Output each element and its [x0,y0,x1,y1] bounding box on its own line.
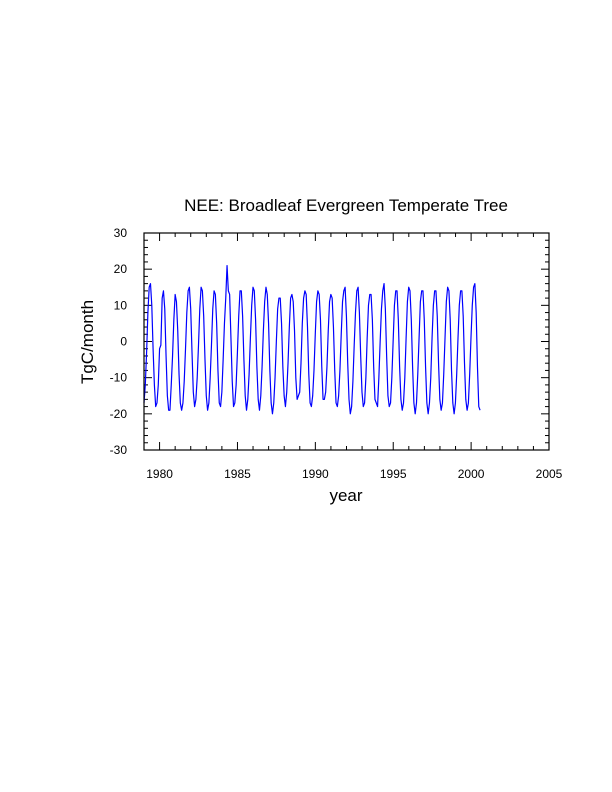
y-tick-label: 0 [120,335,127,349]
x-tick-label: 2000 [458,467,485,481]
y-tick-label: 30 [114,226,128,240]
x-tick-label: 2005 [536,467,563,481]
x-axis-label: year [329,486,362,505]
y-tick-label: -30 [110,443,128,457]
y-tick-label: -20 [110,407,128,421]
x-tick-label: 1995 [380,467,407,481]
x-tick-label: 1990 [302,467,329,481]
y-tick-label: 10 [114,298,128,312]
plot-area-frame [143,232,550,451]
x-tick-label: 1985 [224,467,251,481]
x-tick-label: 1980 [146,467,173,481]
y-tick-label: 20 [114,262,128,276]
y-axis-label: TgC/month [78,300,97,384]
tick-labels: 1980 1985 1990 1995 2000 2005 -30 -20 -10 0 10 20 30 [110,226,563,481]
chart-title: NEE: Broadleaf Evergreen Temperate Tree [184,196,508,215]
nee-series-line [143,264,481,415]
axis-ticks [143,232,550,451]
y-tick-label: -10 [110,371,128,385]
